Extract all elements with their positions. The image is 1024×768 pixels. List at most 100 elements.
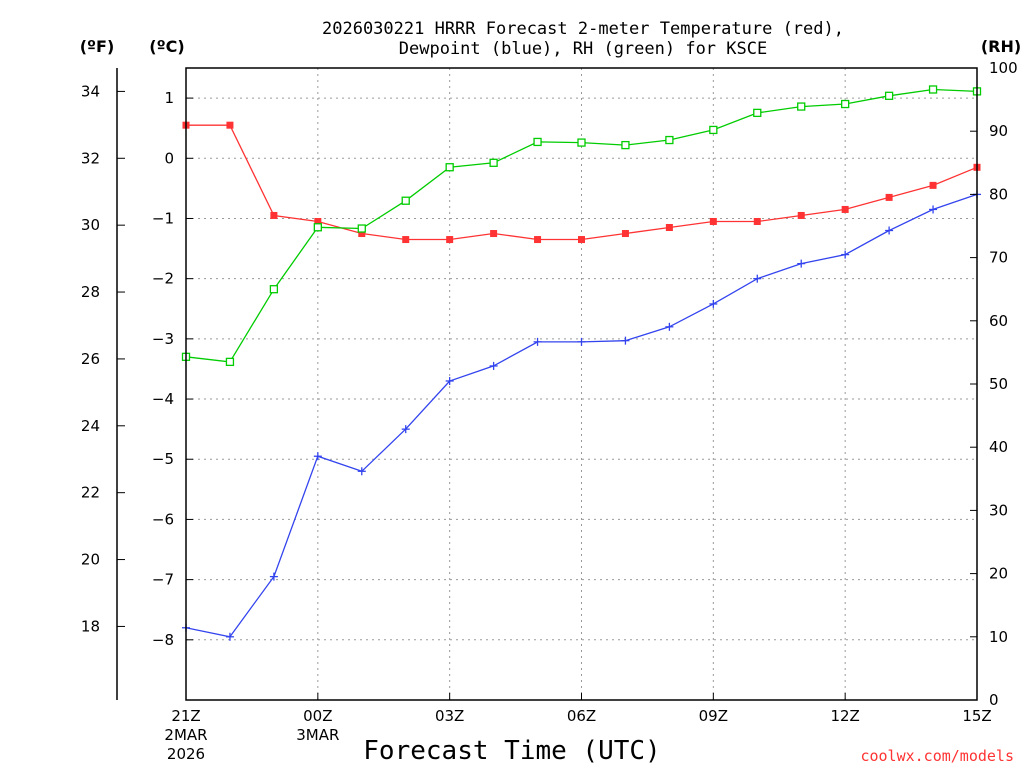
temperature-point — [490, 230, 498, 238]
f-axis-tick-label: 24 — [81, 417, 100, 435]
rh-point — [928, 85, 938, 94]
temperature-point — [709, 217, 717, 225]
f-axis-tick-label: 32 — [81, 149, 100, 167]
chart-title-line-1: 2026030221 HRRR Forecast 2-meter Tempera… — [322, 19, 844, 39]
dewpoint-point — [753, 274, 762, 283]
temperature-point — [841, 205, 849, 213]
rh-point — [269, 285, 279, 294]
rh-axis-tick-label: 90 — [989, 122, 1008, 140]
temperature-point — [446, 236, 454, 244]
f-axis-tick-label: 26 — [81, 350, 100, 368]
rh-point — [489, 158, 498, 167]
temperature-point — [578, 236, 585, 244]
x-axis-date-label: 3MAR — [296, 726, 339, 744]
series-dewpoint — [182, 190, 981, 641]
temperature-point — [797, 211, 805, 219]
temperature-point — [534, 236, 542, 244]
rh-point — [753, 108, 762, 118]
x-axis-tick-label: 03Z — [435, 707, 464, 725]
c-axis-tick-label: −1 — [152, 209, 174, 227]
c-axis-tick-label: −6 — [152, 510, 174, 528]
dewpoint-point — [225, 632, 234, 641]
temperature-point — [402, 236, 410, 244]
rh-axis-tick-label: 10 — [989, 628, 1008, 646]
rh-point — [533, 137, 542, 147]
fahrenheit-axis: 34 32 30 28 26 24 22 20 18 — [81, 82, 125, 635]
rh-point — [665, 135, 674, 145]
temperature-point — [358, 230, 366, 238]
rh-point — [401, 196, 410, 205]
temperature-point — [929, 181, 937, 189]
rh-point — [357, 224, 366, 233]
temperature-point — [885, 193, 893, 201]
x-axis-tick-label: 12Z — [830, 707, 859, 725]
series-group — [181, 85, 982, 641]
rh-point — [884, 91, 894, 100]
rh-point — [621, 140, 630, 150]
dewpoint-point — [357, 467, 366, 476]
rh-axis-tick-label: 60 — [989, 312, 1008, 330]
dewpoint-point — [929, 205, 938, 214]
rh-point — [841, 99, 850, 109]
f-axis-tick-label: 28 — [81, 283, 100, 301]
x-axis-title: Forecast Time (UTC) — [363, 736, 660, 766]
x-axis-tick-label: 21Z — [171, 707, 200, 725]
c-axis-tick-label: −3 — [152, 330, 174, 348]
grid-lines — [186, 68, 977, 700]
rh-axis-tick-label: 70 — [989, 249, 1008, 267]
rh-point — [445, 163, 454, 172]
x-axis-tick-label: 06Z — [567, 707, 596, 725]
x-axis-tick-label: 09Z — [699, 707, 728, 725]
chart-title-line-2: Dewpoint (blue), RH (green) for KSCE — [399, 39, 767, 59]
f-axis-tick-label: 18 — [81, 617, 100, 635]
c-axis-tick-label: 1 — [164, 89, 174, 107]
rh-axis-tick-label: 80 — [989, 185, 1008, 203]
temperature-point — [270, 211, 278, 219]
dewpoint-point — [489, 361, 498, 370]
rh-point — [577, 138, 586, 147]
f-axis-tick-label: 22 — [81, 484, 100, 502]
fahrenheit-unit-label: (ºF) — [80, 37, 115, 56]
plot-area-frame — [185, 67, 978, 701]
rh-point — [709, 125, 718, 135]
x-axis-date-label: 2MAR — [164, 726, 207, 744]
f-axis-tick-label: 30 — [81, 216, 100, 234]
c-axis-tick-label: −8 — [152, 631, 174, 649]
c-axis-tick-label: −7 — [152, 571, 174, 589]
dewpoint-point — [577, 337, 586, 346]
rh-axis-tick-label: 30 — [989, 501, 1008, 519]
x-axis-tick-label: 00Z — [303, 707, 332, 725]
f-axis-tick-label: 34 — [81, 82, 100, 100]
c-axis-tick-label: −2 — [152, 270, 174, 288]
dewpoint-point — [665, 322, 674, 331]
temperature-point — [314, 217, 322, 225]
dewpoint-point — [269, 572, 278, 581]
rh-point — [225, 357, 235, 367]
rh-unit-label: (RH) — [981, 37, 1021, 56]
rh-axis-tick-label: 20 — [989, 565, 1008, 583]
celsius-unit-label: (ºC) — [149, 37, 184, 56]
temperature-point — [226, 121, 234, 129]
temperature-point — [753, 217, 761, 225]
rh-axis-tick-label: 50 — [989, 375, 1008, 393]
c-axis-tick-label: 0 — [164, 149, 174, 167]
rh-point — [313, 223, 322, 232]
dewpoint-point — [841, 250, 850, 259]
c-axis-tick-label: −4 — [152, 390, 174, 408]
dewpoint-point — [313, 452, 322, 461]
dewpoint-point — [709, 299, 718, 308]
dewpoint-point — [797, 259, 806, 268]
x-axis-tick-label: 15Z — [962, 707, 991, 725]
x-axis-year-label: 2026 — [167, 745, 205, 763]
c-axis-tick-label: −5 — [152, 450, 174, 468]
dewpoint-point — [401, 425, 410, 434]
dewpoint-point — [533, 337, 542, 346]
rh-axis-tick-label: 0 — [989, 691, 999, 709]
rh-axis-tick-label: 100 — [989, 59, 1018, 77]
rh-point — [797, 102, 806, 111]
dewpoint-point — [885, 226, 894, 235]
dewpoint-point — [445, 376, 454, 385]
